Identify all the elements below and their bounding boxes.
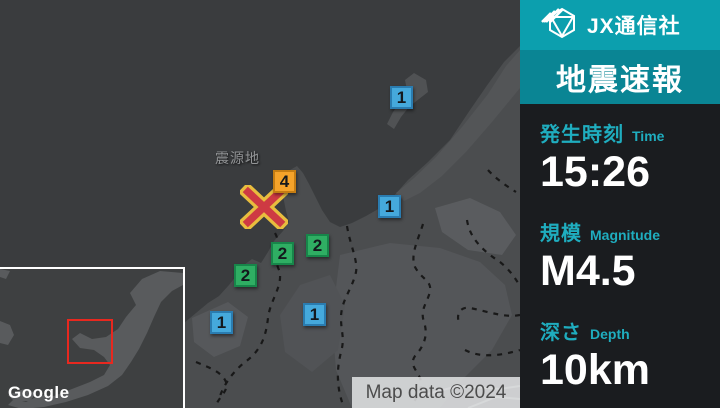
jx-hexagon-logo-icon [541, 7, 575, 39]
field-value: 10km [540, 346, 650, 394]
intensity-marker-2: 2 [271, 242, 294, 265]
info-sidebar: JX通信社 地震速報 発生時刻 Time 15:26 規模 Magnitude M4.5 深… [520, 0, 720, 408]
info-field-depth: 深さ Depth 10km [540, 316, 720, 408]
field-label-en: Magnitude [590, 227, 660, 243]
inset-focus-rectangle [67, 319, 113, 364]
field-label-jp: 深さ [540, 322, 582, 344]
map-attribution: Map data ©2024 [352, 377, 520, 408]
inset-overview-map: Google [0, 267, 185, 408]
earthquake-info-fields: 発生時刻 Time 15:26 規模 Magnitude M4.5 深さ Depth 10km [520, 104, 720, 408]
intensity-marker-2: 2 [234, 264, 257, 287]
epicenter-x-icon [238, 182, 290, 232]
epicenter-label: 震源地 [215, 150, 260, 166]
intensity-marker-2: 2 [306, 234, 329, 257]
inset-japan-shape [0, 269, 183, 408]
field-label-en: Time [632, 128, 665, 144]
brand-header: JX通信社 [520, 0, 720, 50]
field-label-en: Depth [590, 326, 630, 342]
intensity-marker-1: 1 [390, 86, 413, 109]
field-value: 15:26 [540, 148, 650, 196]
field-label-jp: 規模 [540, 223, 582, 245]
intensity-marker-1: 1 [303, 303, 326, 326]
intensity-marker-1: 1 [378, 195, 401, 218]
intensity-marker-4: 4 [273, 170, 296, 193]
field-value: M4.5 [540, 247, 636, 295]
info-field-time: 発生時刻 Time 15:26 [540, 118, 720, 217]
epicenter-marker: 震源地 [215, 150, 290, 232]
alert-title: 地震速報 [520, 50, 720, 104]
info-field-magnitude: 規模 Magnitude M4.5 [540, 217, 720, 316]
brand-name: JX通信社 [587, 15, 681, 38]
google-logo[interactable]: Google [8, 383, 70, 402]
field-label-jp: 発生時刻 [540, 124, 624, 146]
intensity-marker-1: 1 [210, 311, 233, 334]
